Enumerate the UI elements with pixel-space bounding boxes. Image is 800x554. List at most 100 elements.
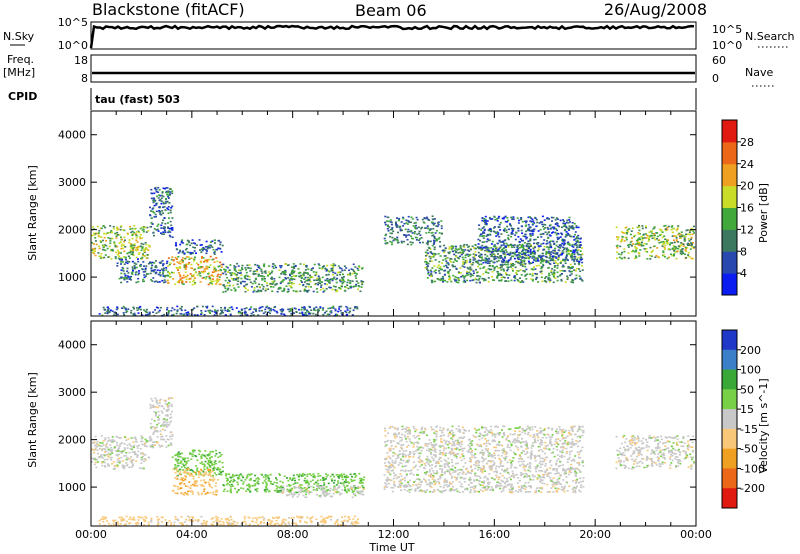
heatmap-cell bbox=[533, 266, 536, 268]
heatmap-cell bbox=[162, 212, 165, 214]
heatmap-cell bbox=[186, 485, 189, 488]
heatmap-cell bbox=[219, 274, 222, 276]
heatmap-cell bbox=[126, 275, 129, 277]
heatmap-cell bbox=[248, 486, 251, 489]
heatmap-cell bbox=[480, 253, 483, 256]
heatmap-cell bbox=[554, 260, 557, 262]
heatmap-cell bbox=[219, 261, 222, 264]
heatmap-cell bbox=[483, 278, 486, 280]
heatmap-cell bbox=[557, 237, 560, 239]
heatmap-cell bbox=[448, 278, 450, 281]
heatmap-cell bbox=[581, 269, 584, 271]
heatmap-cell bbox=[189, 277, 192, 280]
heatmap-cell bbox=[280, 491, 283, 493]
heatmap-cell bbox=[671, 242, 674, 244]
heatmap-cell bbox=[482, 231, 485, 233]
heatmap-cell bbox=[209, 466, 212, 468]
heatmap-cell bbox=[502, 258, 504, 260]
heatmap-cell bbox=[235, 474, 238, 477]
heatmap-cell bbox=[132, 251, 134, 253]
heatmap-cell bbox=[546, 246, 548, 248]
heatmap-cell bbox=[174, 283, 177, 286]
heatmap-cell bbox=[297, 268, 300, 270]
heatmap-cell bbox=[131, 464, 134, 467]
heatmap-cell bbox=[496, 231, 499, 233]
heatmap-cell bbox=[487, 247, 490, 249]
heatmap-cell bbox=[687, 254, 690, 256]
heatmap-cell bbox=[473, 255, 476, 258]
heatmap-cell bbox=[637, 232, 640, 234]
heatmap-cell bbox=[181, 282, 184, 285]
heatmap-cell bbox=[180, 466, 183, 468]
heatmap-cell bbox=[214, 269, 217, 271]
heatmap-cell bbox=[510, 246, 513, 249]
heatmap-cell bbox=[290, 309, 293, 311]
heatmap-cell bbox=[199, 450, 202, 453]
heatmap-cell bbox=[349, 307, 352, 310]
heatmap-cell bbox=[455, 255, 458, 258]
heatmap-cell bbox=[488, 239, 491, 241]
heatmap-cell bbox=[470, 274, 473, 276]
heatmap-cell bbox=[120, 245, 123, 247]
heatmap-cell bbox=[123, 250, 126, 253]
heatmap-cell bbox=[120, 452, 123, 454]
heatmap-cell bbox=[687, 251, 690, 254]
heatmap-cell bbox=[106, 247, 109, 250]
heatmap-cell bbox=[192, 246, 195, 249]
heatmap-cell bbox=[96, 445, 99, 448]
heatmap-cell bbox=[232, 278, 235, 280]
heatmap-cell bbox=[290, 312, 293, 315]
heatmap-cell bbox=[211, 258, 214, 261]
heatmap-cell bbox=[138, 236, 141, 238]
heatmap-cell bbox=[286, 490, 289, 492]
heatmap-cell bbox=[391, 243, 393, 246]
heatmap-cell bbox=[167, 275, 170, 277]
heatmap-cell bbox=[145, 265, 148, 267]
freq-right-tick-top: 60 bbox=[712, 54, 726, 67]
heatmap-cell bbox=[178, 473, 181, 475]
heatmap-cell bbox=[548, 250, 551, 253]
heatmap-cell bbox=[462, 250, 465, 253]
heatmap-cell bbox=[568, 234, 571, 236]
heatmap-cell bbox=[279, 287, 282, 290]
heatmap-cell bbox=[200, 456, 203, 459]
heatmap-cell bbox=[155, 426, 157, 429]
heatmap-cell bbox=[155, 401, 158, 403]
heatmap-cell bbox=[623, 257, 626, 260]
heatmap-cell bbox=[279, 286, 282, 289]
heatmap-cell bbox=[278, 269, 281, 271]
heatmap-cell bbox=[432, 243, 435, 245]
heatmap-cell bbox=[150, 406, 153, 408]
heatmap-cell bbox=[202, 261, 205, 263]
heatmap-cell bbox=[500, 254, 503, 257]
heatmap-cell bbox=[531, 278, 534, 281]
heatmap-cell bbox=[156, 225, 159, 227]
heatmap-cell bbox=[151, 264, 154, 267]
heatmap-cell bbox=[481, 235, 484, 237]
heatmap-cell bbox=[239, 473, 242, 475]
heatmap-cell bbox=[161, 412, 164, 414]
heatmap-cell bbox=[217, 265, 220, 268]
heatmap-cell bbox=[190, 263, 193, 266]
heatmap-cell bbox=[334, 491, 337, 493]
heatmap-cell bbox=[464, 249, 467, 251]
heatmap-cell bbox=[428, 247, 431, 249]
heatmap-cell bbox=[208, 460, 210, 462]
heatmap-cell bbox=[159, 269, 162, 272]
heatmap-cell bbox=[676, 247, 679, 250]
heatmap-cell bbox=[104, 451, 106, 453]
heatmap-cell bbox=[236, 272, 239, 274]
heatmap-cell bbox=[531, 234, 534, 236]
heatmap-cell bbox=[687, 238, 690, 240]
heatmap-cell bbox=[99, 255, 102, 258]
heatmap-cell bbox=[257, 480, 260, 482]
heatmap-cell bbox=[223, 268, 226, 271]
heatmap-cell bbox=[280, 490, 283, 492]
heatmap-cell bbox=[533, 250, 535, 252]
heatmap-cell bbox=[484, 253, 487, 256]
heatmap-cell bbox=[426, 243, 429, 246]
heatmap-cell bbox=[443, 249, 446, 252]
heatmap-cell bbox=[635, 239, 638, 242]
heatmap-cell bbox=[280, 313, 283, 315]
